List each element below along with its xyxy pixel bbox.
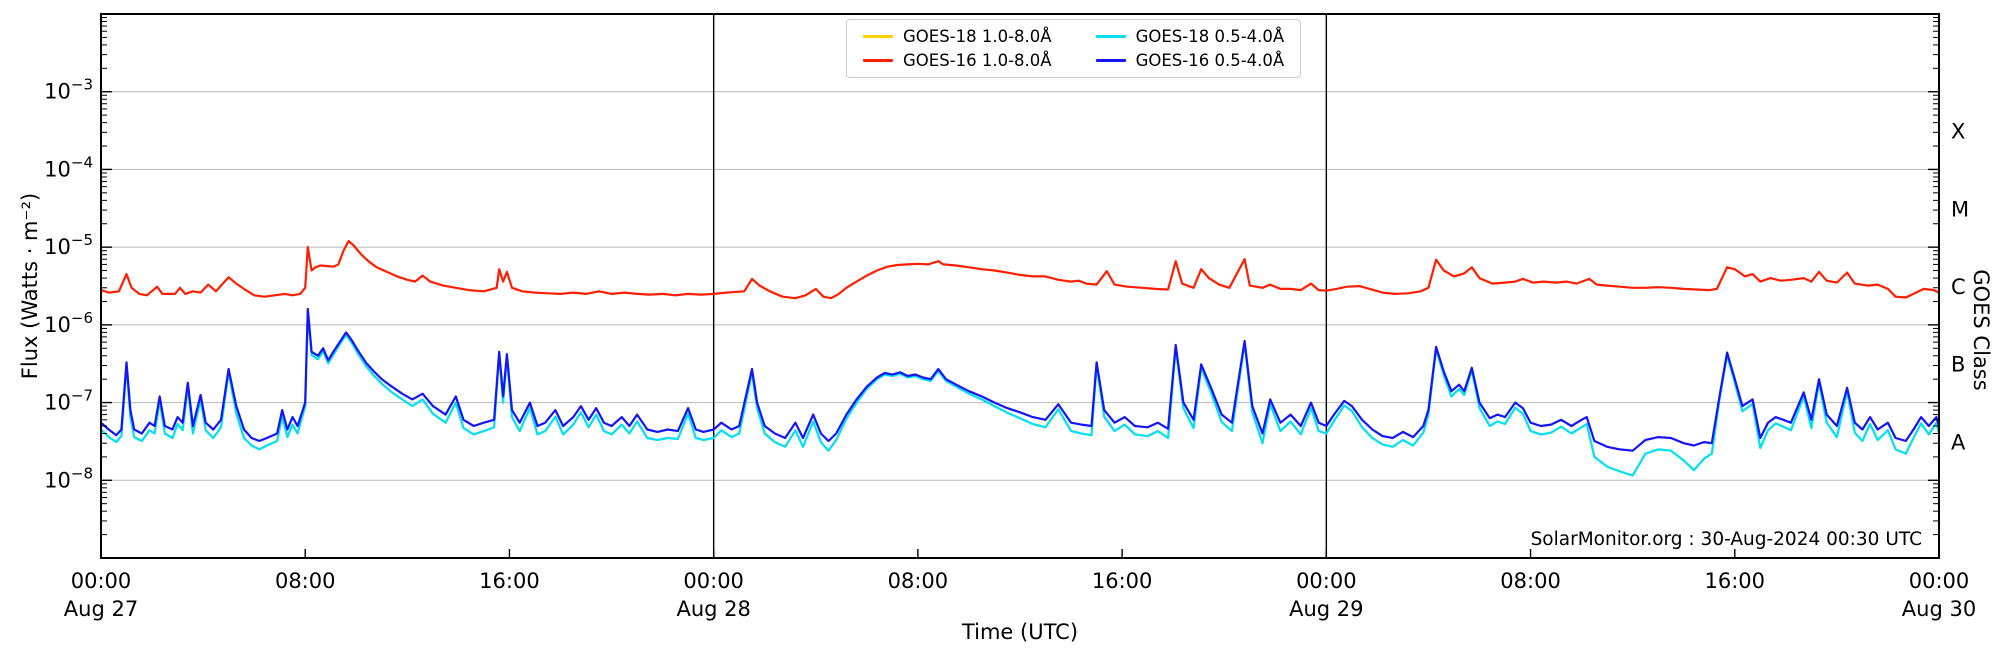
- right-axis-title: GOES Class: [1969, 269, 1993, 391]
- legend-entry-label: GOES-18 0.5-4.0Å: [1135, 27, 1285, 46]
- goes-class-label-a: A: [1951, 430, 1966, 454]
- x-date-label: Aug 30: [1902, 597, 1976, 621]
- x-tick-label: 16:00: [479, 569, 540, 593]
- legend-line-sample: [863, 35, 893, 38]
- legend-entry-label: GOES-16 0.5-4.0Å: [1135, 51, 1285, 70]
- y-tick-label: 10−5: [44, 231, 93, 259]
- x-date-label: Aug 27: [64, 597, 138, 621]
- x-date-label: Aug 28: [676, 597, 750, 621]
- series-goes-18-0-5-4-0-: [99, 310, 1941, 477]
- legend-entry: GOES-18 0.5-4.0Å: [1095, 27, 1285, 46]
- legend-line-sample: [1095, 59, 1126, 62]
- x-date-label: Aug 29: [1289, 597, 1363, 621]
- plot-border: [100, 13, 1940, 559]
- legend-line-sample: [1095, 35, 1126, 38]
- legend-entry: GOES-18 1.0-8.0Å: [863, 27, 1052, 46]
- goes-class-label-b: B: [1951, 353, 1965, 377]
- goes-class-label-c: C: [1951, 275, 1966, 299]
- goes-class-label-x: X: [1951, 120, 1965, 144]
- series-goes-16-1-0-8-0-: [99, 239, 1941, 300]
- x-tick-label: 16:00: [1705, 569, 1766, 593]
- y-tick-label: 10−3: [44, 76, 93, 104]
- legend-entry: GOES-16 1.0-8.0Å: [863, 51, 1052, 70]
- y-tick-label: 10−8: [44, 464, 93, 492]
- solarmonitor-annotation: SolarMonitor.org : 30-Aug-2024 00:30 UTC: [1530, 529, 1922, 550]
- legend-entry-label: GOES-18 1.0-8.0Å: [903, 27, 1052, 46]
- y-tick-label: 10−4: [44, 153, 93, 181]
- series-goes-16-0-5-4-0-: [99, 307, 1941, 452]
- y-axis-title: Flux (Watts · m⁻²): [18, 192, 42, 380]
- x-tick-label: 08:00: [888, 569, 949, 593]
- legend-entry: GOES-16 0.5-4.0Å: [1095, 51, 1285, 70]
- x-tick-label: 00:00: [683, 569, 744, 593]
- legend: GOES-18 1.0-8.0Å GOES-16 1.0-8.0Å GOES-18 …: [846, 19, 1302, 78]
- x-tick-label: 16:00: [1092, 569, 1153, 593]
- goes-class-label-m: M: [1951, 197, 1969, 221]
- x-tick-label: 00:00: [1296, 569, 1357, 593]
- x-tick-label: 00:00: [71, 569, 132, 593]
- x-tick-label: 00:00: [1909, 569, 1970, 593]
- legend-entry-label: GOES-16 1.0-8.0Å: [903, 51, 1052, 70]
- y-tick-label: 10−7: [44, 387, 93, 415]
- x-tick-label: 08:00: [275, 569, 336, 593]
- legend-line-sample: [863, 59, 893, 62]
- x-axis-title: Time (UTC): [961, 620, 1079, 644]
- y-tick-label: 10−6: [44, 309, 93, 337]
- x-tick-label: 08:00: [1500, 569, 1561, 593]
